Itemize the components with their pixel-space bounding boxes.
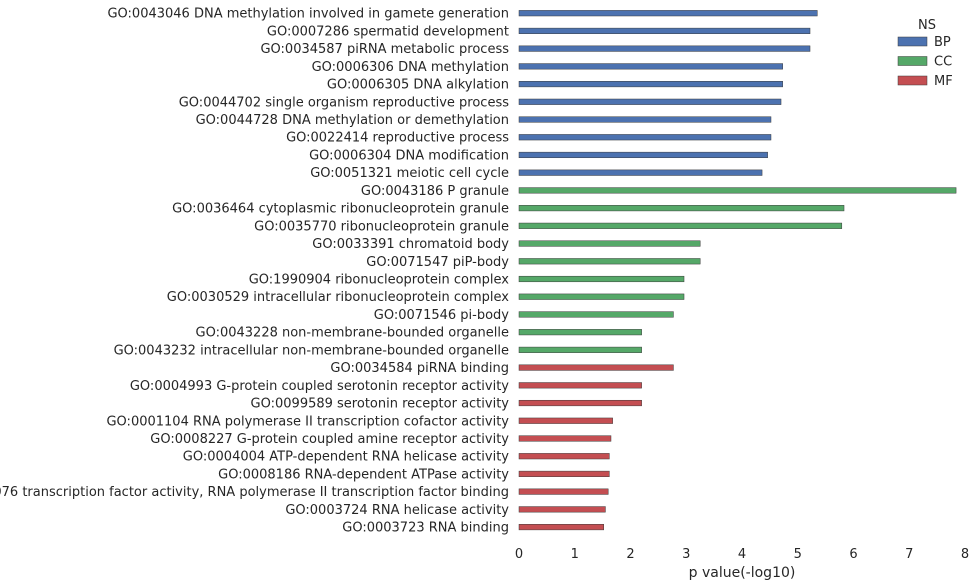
- x-tick-label: 3: [682, 547, 690, 562]
- bar: [518, 205, 845, 212]
- category-label: GO:0001076 transcription factor activity…: [0, 485, 509, 500]
- bar: [518, 98, 782, 105]
- category-label: GO:0035770 ribonucleoprotein granule: [254, 219, 509, 234]
- bar: [518, 435, 612, 442]
- legend-swatch: [897, 75, 928, 86]
- category-label: GO:0034584 piRNA binding: [330, 361, 509, 376]
- bar: [518, 45, 811, 52]
- category-label: GO:0036464 cytoplasmic ribonucleoprotein…: [172, 202, 509, 217]
- bar: [518, 222, 843, 229]
- legend-label: CC: [934, 55, 952, 70]
- category-label: GO:0006305 DNA alkylation: [327, 78, 509, 93]
- x-tick-label: 2: [626, 547, 634, 562]
- legend-label: BP: [934, 35, 951, 50]
- bar: [518, 81, 783, 88]
- x-tick-label: 5: [794, 547, 802, 562]
- bar: [518, 346, 642, 353]
- bar: [518, 488, 609, 495]
- category-label: GO:0001104 RNA polymerase II transcripti…: [106, 414, 509, 429]
- category-label: GO:0007286 spermatid development: [267, 24, 509, 39]
- category-label: GO:0004004 ATP-dependent RNA helicase ac…: [183, 450, 510, 465]
- bar: [518, 258, 701, 265]
- category-label: GO:0008227 G-protein coupled amine recep…: [150, 432, 509, 447]
- x-axis-label: p value(-log10): [689, 565, 796, 581]
- bar: [518, 169, 763, 176]
- category-label: GO:0044702 single organism reproductive …: [179, 95, 509, 110]
- bar: [518, 63, 783, 70]
- legend-label: MF: [934, 74, 953, 89]
- bar: [518, 27, 811, 34]
- bar: [518, 10, 818, 17]
- category-label: GO:0034587 piRNA metabolic process: [260, 42, 509, 57]
- x-tick-label: 1: [571, 547, 579, 562]
- legend-title: NS: [918, 18, 936, 33]
- bar: [518, 293, 685, 300]
- category-label: GO:0006304 DNA modification: [309, 148, 509, 163]
- bar: [518, 524, 604, 531]
- category-label: GO:0030529 intracellular ribonucleoprote…: [167, 290, 510, 305]
- category-label: GO:0022414 reproductive process: [286, 131, 509, 146]
- bar: [518, 134, 772, 141]
- x-axis-ticks-layer: 0 1 2 3 4 5 6 7 8: [515, 547, 969, 562]
- category-label: GO:0003724 RNA helicase activity: [285, 503, 509, 518]
- bar: [518, 187, 957, 194]
- legend: NS BP CC MF: [897, 18, 953, 89]
- category-label: GO:0033391 chromatoid body: [312, 237, 509, 252]
- bar: [518, 116, 772, 123]
- category-label: GO:0008186 RNA-dependent ATPase activity: [218, 467, 509, 482]
- x-tick-label: 4: [738, 547, 746, 562]
- bar: [518, 240, 701, 247]
- category-label: GO:1990904 ribonucleoprotein complex: [249, 273, 510, 288]
- bar: [518, 470, 610, 477]
- category-label: GO:0043232 intracellular non-membrane-bo…: [114, 343, 509, 358]
- category-label: GO:0071547 piP-body: [366, 255, 509, 270]
- category-label: GO:0004993 G-protein coupled serotonin r…: [130, 379, 509, 394]
- category-label: GO:0044728 DNA methylation or demethylat…: [196, 113, 509, 128]
- category-label: GO:0071546 pi-body: [374, 308, 509, 323]
- category-label: GO:0006306 DNA methylation: [312, 60, 509, 75]
- bar: [518, 417, 613, 424]
- x-tick-label: 6: [849, 547, 857, 562]
- category-label: GO:0043228 non-membrane-bounded organell…: [196, 326, 510, 341]
- bars-layer: [518, 10, 957, 531]
- legend-swatch: [897, 36, 928, 47]
- x-tick-label: 8: [961, 547, 969, 562]
- category-labels-layer: GO:0043046 DNA methylation involved in g…: [0, 7, 509, 536]
- bar: [518, 329, 642, 336]
- category-label: GO:0003723 RNA binding: [342, 521, 509, 536]
- category-label: GO:0043186 P granule: [361, 184, 509, 199]
- bar: [518, 275, 685, 283]
- bar: [518, 364, 674, 371]
- bar: [518, 453, 610, 460]
- bar: [518, 399, 642, 407]
- legend-swatch: [897, 56, 928, 66]
- bar: [518, 151, 768, 159]
- category-label: GO:0043046 DNA methylation involved in g…: [107, 7, 509, 22]
- category-label: GO:0051321 meiotic cell cycle: [310, 166, 509, 181]
- x-tick-label: 7: [905, 547, 913, 562]
- category-label: GO:0099589 serotonin receptor activity: [251, 397, 510, 412]
- bar: [518, 382, 642, 389]
- bar: [518, 506, 606, 513]
- bar: [518, 311, 674, 318]
- x-tick-label: 0: [515, 547, 523, 562]
